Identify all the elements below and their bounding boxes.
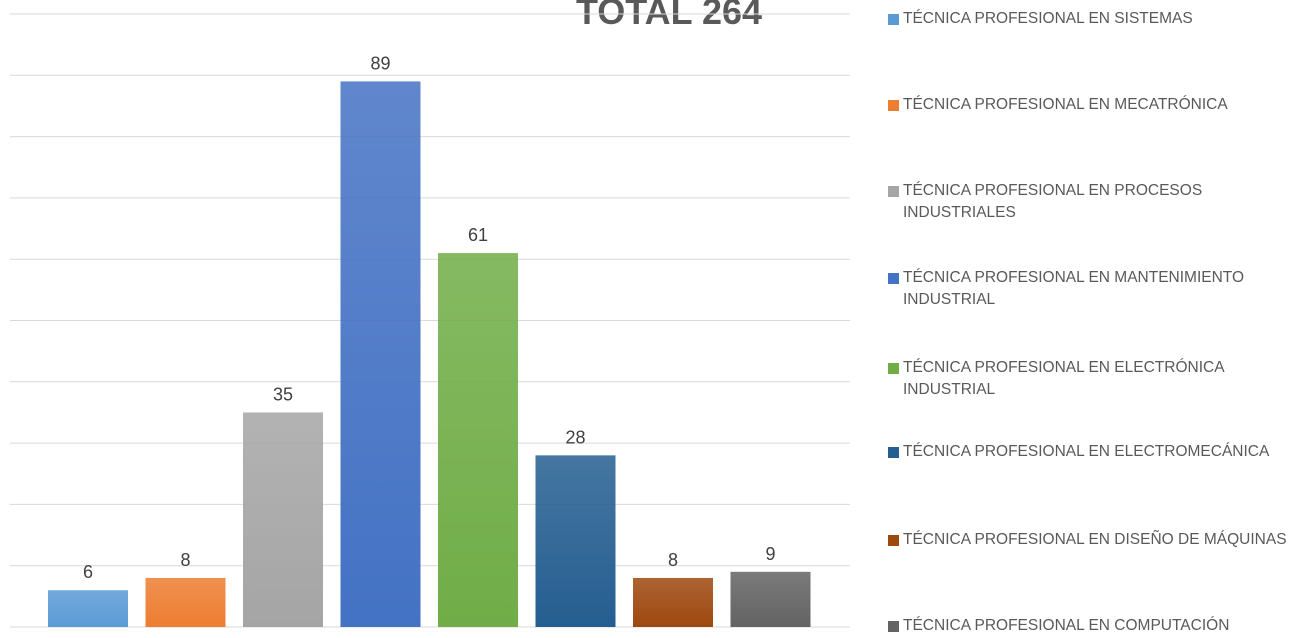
data-label: 35 [273,384,293,404]
legend-swatch [888,535,899,546]
legend-item: TÉCNICA PROFESIONAL EN SISTEMAS [888,8,1303,30]
legend-swatch [888,273,899,284]
legend-item: TÉCNICA PROFESIONAL EN DISEÑO DE MÁQUINA… [888,529,1303,551]
legend-label: TÉCNICA PROFESIONAL EN MANTENIMIENTO IND… [903,269,1245,308]
legend-item: TÉCNICA PROFESIONAL EN PROCESOS INDUSTRI… [888,180,1303,224]
legend-label: TÉCNICA PROFESIONAL EN ELECTRÓNICA INDUS… [903,359,1224,398]
legend-label: TÉCNICA PROFESIONAL EN PROCESOS INDUSTRI… [903,182,1203,221]
gridlines [10,13,850,628]
legend-swatch [888,100,899,111]
legend-swatch [888,447,899,458]
data-label: 6 [83,562,93,582]
data-label: 8 [668,550,678,570]
data-label: 89 [370,53,390,73]
data-label: 9 [765,544,775,564]
legend-label: TÉCNICA PROFESIONAL EN SISTEMAS [903,10,1193,27]
legend-swatch [888,14,899,25]
bar [340,81,421,628]
legend-label: TÉCNICA PROFESIONAL EN DISEÑO DE MÁQUINA… [903,531,1287,548]
chart-legend: TÉCNICA PROFESIONAL EN SISTEMAS TÉCNICA … [888,0,1314,638]
legend-label: TÉCNICA PROFESIONAL EN MECATRÓNICA [903,96,1228,113]
bar [48,590,128,627]
legend-item: TÉCNICA PROFESIONAL EN COMPUTACIÓN [888,615,1303,637]
legend-item: TÉCNICA PROFESIONAL EN MECATRÓNICA [888,94,1303,116]
legend-swatch [888,363,899,374]
bar [243,412,323,627]
bar [730,571,811,627]
data-label: 61 [468,225,488,245]
bar [145,577,226,627]
bar [535,455,616,627]
data-label: 28 [565,427,585,447]
legend-item: TÉCNICA PROFESIONAL EN ELECTRÓNICA INDUS… [888,357,1303,401]
legend-label: TÉCNICA PROFESIONAL EN COMPUTACIÓN [903,617,1230,634]
legend-item: TÉCNICA PROFESIONAL EN MANTENIMIENTO IND… [888,267,1303,311]
legend-label: TÉCNICA PROFESIONAL EN ELECTROMECÁNICA [903,443,1270,460]
bar [633,577,713,627]
legend-swatch [888,186,899,197]
legend-swatch [888,621,899,632]
legend-item: TÉCNICA PROFESIONAL EN ELECTROMECÁNICA [888,441,1303,463]
bar [438,253,518,627]
data-label: 8 [180,550,190,570]
chart-title: TOTAL 264 [576,0,762,32]
bars [48,81,811,628]
